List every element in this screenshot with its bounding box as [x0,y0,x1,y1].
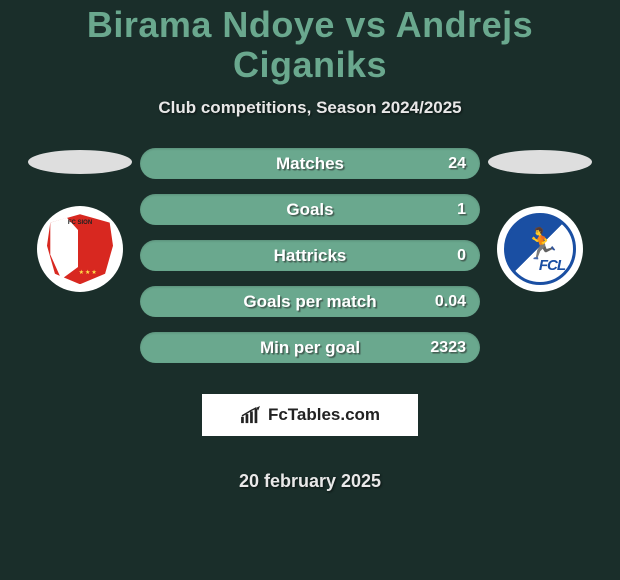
stat-row-mpg: Min per goal 2323 [140,332,480,363]
stat-right-value: 1 [457,201,466,219]
player-left-slot [28,150,132,174]
chart-growth-icon [240,406,262,424]
branding-box: FcTables.com [202,394,418,436]
stat-label: Goals [286,200,333,220]
player-right-column: 🏃 FCL [480,148,600,292]
content-wrap: FC SION ★★★ Matches 24 Goals 1 Hattricks… [0,148,620,492]
stat-row-goals: Goals 1 [140,194,480,225]
sion-shield-text: FC SION [68,220,92,226]
stat-label: Matches [276,154,344,174]
page-title: Birama Ndoye vs Andrejs Ciganiks [0,5,620,84]
player-left-column: FC SION ★★★ [20,148,140,292]
stat-row-hattricks: Hattricks 0 [140,240,480,271]
stats-column: Matches 24 Goals 1 Hattricks 0 Goals per… [140,148,480,492]
branding-text: FcTables.com [268,405,380,425]
stat-right-value: 2323 [430,339,466,357]
stat-right-value: 0 [457,247,466,265]
stat-right-value: 0.04 [435,293,466,311]
date-line: 20 february 2025 [239,471,381,492]
stat-right-value: 24 [448,155,466,173]
fc-sion-shield-icon: FC SION ★★★ [47,214,113,284]
comparison-card: Birama Ndoye vs Andrejs Ciganiks Club co… [0,0,620,492]
fcl-text: FCL [539,257,565,274]
sion-stars-icon: ★★★ [79,269,98,276]
club-logo-left: FC SION ★★★ [37,206,123,292]
club-logo-right: 🏃 FCL [497,206,583,292]
stat-row-matches: Matches 24 [140,148,480,179]
stat-row-gpm: Goals per match 0.04 [140,286,480,317]
player-right-slot [488,150,592,174]
stat-label: Min per goal [260,338,360,358]
stat-label: Hattricks [274,246,347,266]
stat-label: Goals per match [243,292,376,312]
season-subtitle: Club competitions, Season 2024/2025 [0,98,620,118]
fc-luzern-badge-icon: 🏃 FCL [504,213,576,285]
